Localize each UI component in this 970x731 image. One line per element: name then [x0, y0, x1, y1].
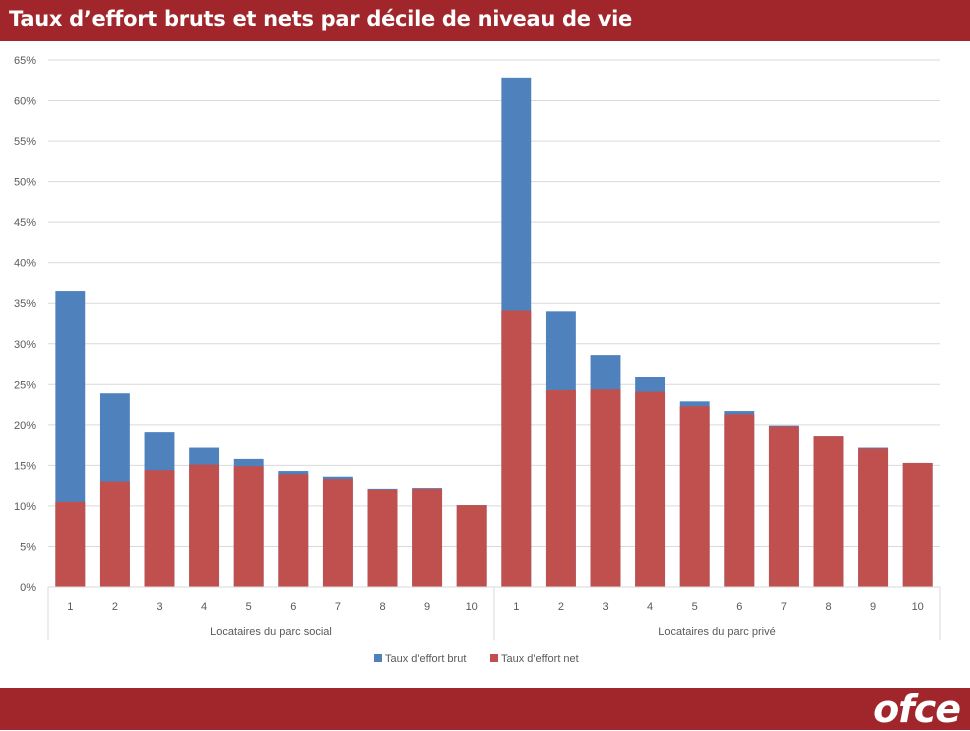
legend-label: Taux d'effort net	[501, 653, 579, 665]
x-tick-label: 3	[156, 601, 162, 613]
bar-net	[278, 474, 309, 587]
y-tick-label: 25%	[14, 379, 36, 391]
legend-label: Taux d'effort brut	[385, 653, 466, 665]
bar-net	[189, 464, 220, 587]
x-tick-label: 2	[112, 601, 118, 613]
y-tick-label: 15%	[14, 460, 36, 472]
x-tick-label: 2	[558, 601, 564, 613]
y-tick-label: 55%	[14, 136, 36, 148]
bar-net	[322, 479, 353, 587]
footer-banner: ofce	[0, 688, 970, 730]
title-banner: Taux d’effort bruts et nets par décile d…	[0, 0, 970, 41]
bar-net	[858, 448, 889, 587]
group-label: Locataires du parc privé	[658, 626, 775, 638]
bar-net	[635, 391, 666, 587]
bar-chart: 0% 5% 10% 15% 20% 25% 30% 35% 40% 45% 50% 55% 60% 65%…	[14, 55, 941, 665]
y-tick-label: 40%	[14, 258, 36, 270]
chart-title: Taux d’effort bruts et nets par décile d…	[9, 7, 632, 31]
y-tick-label: 35%	[14, 298, 36, 310]
y-tick-label: 45%	[14, 217, 36, 229]
x-tick-label: 8	[825, 601, 831, 613]
y-tick-label: 30%	[14, 339, 36, 351]
x-tick-label: 10	[912, 601, 924, 613]
x-tick-label: 4	[647, 601, 653, 613]
bar-net	[501, 310, 532, 587]
x-tick-label: 6	[736, 601, 742, 613]
bar-net	[679, 406, 710, 587]
x-tick-label: 7	[781, 601, 787, 613]
x-tick-label: 5	[246, 601, 252, 613]
y-tick-label: 65%	[14, 55, 36, 67]
x-tick-label: 5	[692, 601, 698, 613]
x-tick-label: 6	[290, 601, 296, 613]
bar-net	[99, 481, 130, 587]
bar-net	[545, 389, 576, 587]
bar-net	[902, 462, 933, 587]
x-tick-label: 10	[466, 601, 478, 613]
ofce-logo: ofce	[873, 687, 961, 731]
legend-swatch	[374, 654, 382, 662]
bar-net	[367, 489, 398, 587]
bar-net	[55, 501, 86, 587]
x-tick-label: 8	[379, 601, 385, 613]
bar-net	[768, 426, 799, 587]
bar-net	[456, 505, 487, 587]
y-tick-label: 60%	[14, 96, 36, 108]
bar-net	[590, 389, 621, 587]
group-label: Locataires du parc social	[210, 626, 332, 638]
legend-swatch	[490, 654, 498, 662]
y-tick-label: 50%	[14, 177, 36, 189]
x-tick-label: 9	[424, 601, 430, 613]
x-tick-label: 4	[201, 601, 207, 613]
x-tick-label: 1	[513, 601, 519, 613]
bar-net	[144, 470, 175, 587]
x-tick-label: 3	[602, 601, 608, 613]
y-tick-label: 10%	[14, 501, 36, 513]
x-tick-label: 9	[870, 601, 876, 613]
y-tick-label: 5%	[20, 541, 36, 553]
bar-net	[233, 466, 264, 587]
bar-net	[724, 414, 755, 587]
x-tick-label: 1	[67, 601, 73, 613]
bar-net	[412, 488, 443, 587]
bar-net	[813, 436, 844, 587]
y-tick-label: 20%	[14, 420, 36, 432]
y-tick-label: 0%	[20, 582, 36, 594]
x-tick-label: 7	[335, 601, 341, 613]
